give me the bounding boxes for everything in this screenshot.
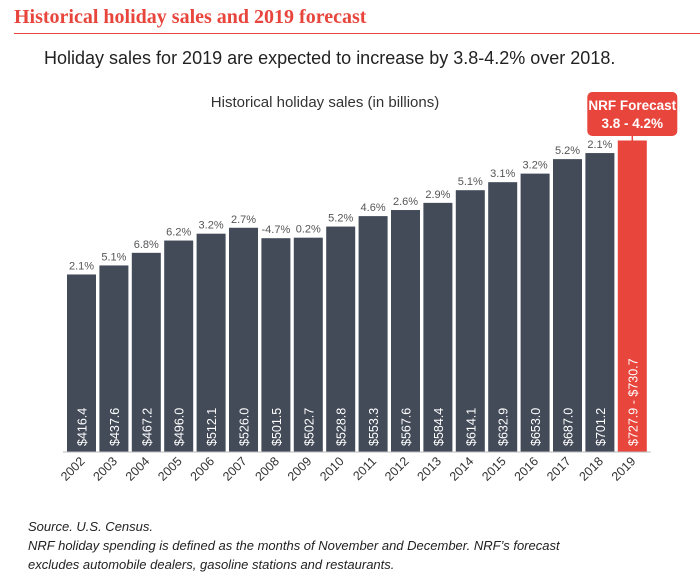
x-tick-2014: 2014 (447, 454, 477, 484)
bar-2019 (617, 140, 647, 452)
bar-2014 (455, 190, 485, 453)
x-tick-2004: 2004 (123, 454, 153, 484)
x-tick-2006: 2006 (188, 454, 218, 484)
growth-label-2003: 5.1% (101, 251, 126, 263)
x-tick-2018: 2018 (576, 454, 606, 484)
growth-label-2008: -4.7% (262, 224, 291, 236)
value-label-2018: $701.2 (594, 408, 608, 446)
growth-label-2018: 2.1% (587, 139, 612, 151)
growth-label-2014: 5.1% (458, 176, 483, 188)
value-label-2017: $687.0 (562, 408, 576, 446)
value-label-2007: $526.0 (238, 408, 252, 446)
x-tick-2008: 2008 (252, 454, 282, 484)
x-tick-2003: 2003 (90, 454, 120, 484)
x-tick-2010: 2010 (317, 454, 347, 484)
bar-2011 (358, 216, 388, 452)
bar-2017 (553, 159, 582, 453)
value-label-2005: $496.0 (173, 408, 187, 446)
growth-label-2017: 5.2% (555, 145, 580, 157)
footnotes: Source. U.S. Census. NRF holiday spendin… (28, 517, 560, 574)
growth-label-2006: 3.2% (199, 220, 224, 232)
x-tick-2013: 2013 (414, 454, 444, 484)
value-label-2008: $501.5 (270, 408, 284, 446)
callout-title: NRF Forecast (588, 98, 676, 113)
bar-2015 (488, 182, 518, 452)
page-subtitle: Holiday sales for 2019 are expected to i… (44, 48, 616, 68)
growth-label-2012: 2.6% (393, 196, 418, 208)
x-tick-2015: 2015 (479, 454, 509, 484)
bar-chart: $416.4 2.1% 2002 $437.6 5.1% 2003 $467.2 6.8% 20… (58, 92, 678, 484)
bar-2016 (520, 173, 550, 452)
growth-label-2011: 4.6% (361, 202, 386, 214)
bar-2012 (391, 210, 420, 452)
value-label-2015: $632.9 (497, 408, 511, 446)
chart-title: Historical holiday sales (in billions) (210, 94, 440, 111)
bar-2006 (196, 233, 226, 452)
value-label-2009: $502.7 (302, 408, 316, 446)
bar-2009 (293, 237, 323, 452)
bar-2008 (261, 238, 291, 452)
bar-2002 (67, 274, 96, 452)
forecast-callout-box (587, 92, 678, 136)
bar-2003 (99, 265, 129, 452)
callout-range: 3.8 - 4.2% (602, 116, 664, 131)
x-tick-2005: 2005 (155, 454, 185, 484)
value-label-2011: $553.3 (367, 408, 381, 446)
growth-label-2009: 0.2% (296, 224, 321, 236)
value-label-2004: $467.2 (140, 408, 154, 446)
growth-label-2005: 6.2% (166, 227, 191, 239)
value-label-2006: $512.1 (205, 408, 219, 446)
x-tick-2011: 2011 (350, 454, 379, 483)
x-tick-2002: 2002 (58, 454, 88, 484)
x-tick-2016: 2016 (512, 454, 542, 484)
growth-label-2015: 3.1% (490, 168, 515, 180)
growth-label-2016: 3.2% (523, 160, 548, 172)
x-tick-2009: 2009 (285, 454, 315, 484)
bar-2007 (229, 227, 258, 452)
growth-label-2004: 6.8% (134, 239, 159, 251)
value-label-2014: $614.1 (464, 408, 478, 446)
value-label-2012: $567.6 (400, 408, 414, 446)
page-title: Historical holiday sales and 2019 foreca… (14, 6, 367, 28)
growth-label-2007: 2.7% (231, 214, 256, 226)
bar-2010 (326, 226, 356, 452)
bar-2004 (131, 252, 161, 452)
value-label-2016: $653.0 (529, 408, 543, 446)
bar-2013 (423, 202, 453, 452)
value-label-2010: $528.8 (335, 408, 349, 446)
growth-label-2013: 2.9% (425, 189, 450, 201)
growth-label-2002: 2.1% (69, 260, 94, 272)
x-tick-2017: 2017 (544, 454, 574, 484)
value-label-2002: $416.4 (76, 408, 90, 446)
bar-2005 (164, 240, 194, 452)
x-tick-2012: 2012 (382, 454, 412, 484)
x-tick-2019: 2019 (609, 454, 639, 484)
value-label-2003: $437.6 (108, 408, 122, 446)
bar-2018 (585, 153, 615, 452)
value-label-2013: $584.4 (432, 408, 446, 446)
title-divider (14, 33, 700, 34)
growth-label-2010: 5.2% (328, 213, 353, 225)
value-label-2019: $727.9 - $730.7 (626, 358, 640, 446)
footnote-source: Source. U.S. Census. (28, 519, 153, 534)
footnote-definition: NRF holiday spending is defined as the m… (28, 538, 560, 553)
x-tick-2007: 2007 (220, 454, 250, 484)
footnote-exclusions: excludes automobile dealers, gasoline st… (28, 557, 395, 572)
